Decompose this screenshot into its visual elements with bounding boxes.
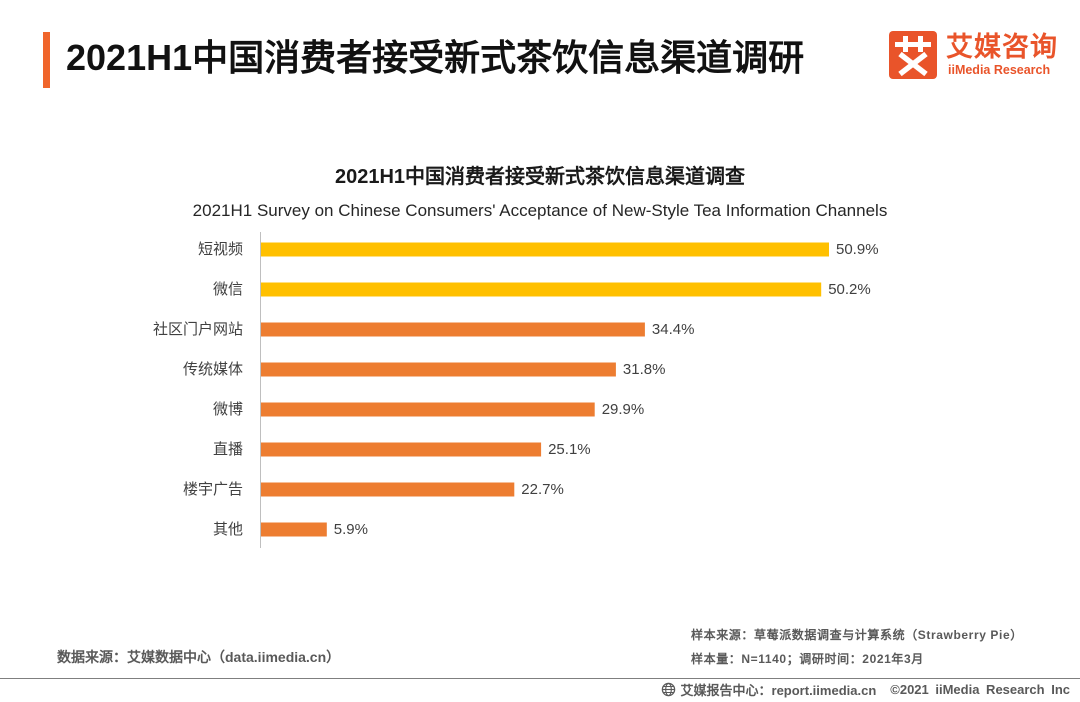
data-label: 31.8% xyxy=(623,361,666,378)
category-label: 微博 xyxy=(213,401,243,418)
page-title: 2021H1中国消费者接受新式茶饮信息渠道调研 xyxy=(66,37,805,78)
category-label: 楼宇广告 xyxy=(183,481,243,498)
logo-mark-stroke xyxy=(903,36,908,52)
report-center-text: 艾媒报告中心：report.iimedia.cn xyxy=(680,682,877,698)
data-source-note: 数据来源：艾媒数据中心（data.iimedia.cn） xyxy=(57,649,341,665)
bar xyxy=(261,282,822,297)
data-label: 22.7% xyxy=(521,481,564,498)
brand-logo: 艾媒咨询 iiMedia Research xyxy=(889,31,1061,81)
data-label: 25.1% xyxy=(548,441,591,458)
data-label: 29.9% xyxy=(602,401,645,418)
data-label: 50.2% xyxy=(828,281,871,298)
data-label: 34.4% xyxy=(652,321,695,338)
copyright-text: ©2021 iiMedia Research Inc xyxy=(890,681,1070,697)
bar xyxy=(261,442,542,457)
bar xyxy=(261,522,327,537)
logo-mark-stroke xyxy=(895,42,931,47)
bar xyxy=(261,362,616,377)
bar xyxy=(261,242,829,257)
chart-plot-area: 短视频 50.9% 微信 50.2% 社区门户网站 34.4% 传统媒体 31.8% 微博 29.… xyxy=(153,232,879,548)
globe-parallels xyxy=(662,685,674,693)
logo-mark-background xyxy=(889,31,937,79)
category-label: 短视频 xyxy=(198,241,243,258)
bar xyxy=(261,482,515,497)
logo-mark-stroke xyxy=(898,51,928,77)
title-accent-bar xyxy=(43,32,50,88)
category-label: 社区门户网站 xyxy=(153,321,243,338)
category-label: 传统媒体 xyxy=(183,361,243,378)
brand-name-cn: 艾媒咨询 xyxy=(946,32,1058,62)
data-label: 50.9% xyxy=(836,241,879,258)
iimedia-logo-icon xyxy=(889,31,937,79)
sample-info-note: 样本量：N=1140；调研时间：2021年3月 xyxy=(691,652,924,666)
footer-divider xyxy=(0,678,1080,679)
chart-title: 2021H1中国消费者接受新式茶饮信息渠道调查 xyxy=(334,166,746,188)
brand-name-en: iiMedia Research xyxy=(948,63,1051,77)
report-center-bar: 艾媒报告中心：report.iimedia.cn ©2021 iiMedia R… xyxy=(661,680,1070,698)
category-label: 微信 xyxy=(213,281,243,298)
logo-mark-stroke xyxy=(918,36,923,52)
chart-subtitle: 2021H1 Survey on Chinese Consumers' Acce… xyxy=(192,201,888,220)
bar xyxy=(261,322,645,337)
data-label: 5.9% xyxy=(334,521,368,538)
globe-icon xyxy=(661,682,675,696)
sample-source-note: 样本来源：草莓派数据调查与计算系统（Strawberry Pie） xyxy=(691,628,1023,642)
bar xyxy=(261,402,595,417)
category-label: 直播 xyxy=(213,441,243,458)
category-label: 其他 xyxy=(213,521,243,538)
